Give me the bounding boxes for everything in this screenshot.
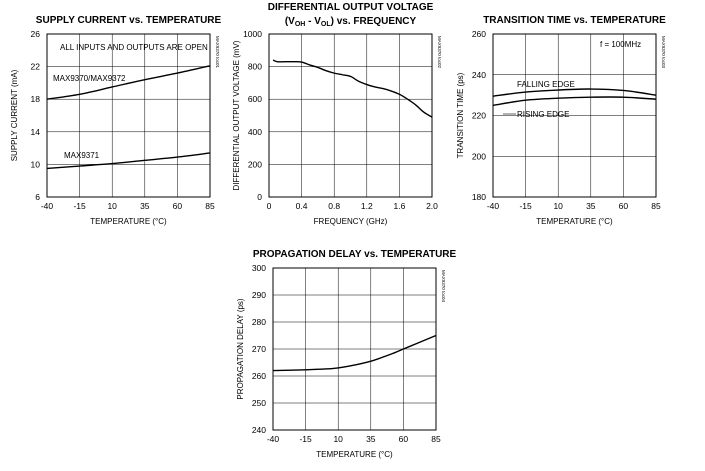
y-tick-label: 200 [472, 151, 486, 161]
x-tick-label: -40 [267, 434, 280, 444]
plot-frame [492, 33, 657, 198]
x-tick-label: -40 [487, 201, 500, 211]
chart-title: PROPAGATION DELAY vs. TEMPERATURE [253, 249, 457, 260]
chart-3: TRANSITION TIME vs. TEMPERATURE -40 -15 10 3… [456, 15, 666, 226]
x-tick-label: 10 [333, 434, 343, 444]
series-line [492, 88, 657, 97]
x-axis-label: FREQUENCY (GHz) [314, 217, 388, 226]
x-tick-label: 85 [651, 201, 661, 211]
chart-annotation: f = 100MHz [600, 40, 641, 49]
plot-frame [272, 267, 437, 431]
x-tick-label: 60 [619, 201, 629, 211]
y-axis-label: PROPAGATION DELAY (ps) [236, 298, 245, 400]
x-tick-label: 10 [553, 201, 563, 211]
y-tick-label: 300 [252, 263, 266, 273]
x-tick-label: -15 [73, 201, 86, 211]
series-label: FALLING EDGE [517, 80, 575, 89]
x-tick-label: 60 [173, 201, 183, 211]
x-tick-label: 10 [107, 201, 117, 211]
x-tick-label: 85 [431, 434, 441, 444]
chart-code: MAX9370 toc01 [215, 36, 220, 69]
plot-frame [46, 33, 211, 198]
y-tick-label: 18 [31, 94, 41, 104]
plot-frame [268, 33, 433, 198]
x-tick-label: 0 [267, 201, 272, 211]
y-tick-label: 10 [31, 159, 41, 169]
x-axis-label: TEMPERATURE (°C) [316, 450, 393, 459]
series-line [272, 334, 437, 372]
y-tick-label: 250 [252, 398, 266, 408]
x-tick-label: 35 [140, 201, 150, 211]
series-line [46, 152, 211, 170]
y-tick-label: 14 [31, 127, 41, 137]
chart-2: DIFFERENTIAL OUTPUT VOLTAGE (VOH - VOL) v… [232, 2, 442, 226]
y-tick-label: 180 [472, 192, 486, 202]
x-tick-label: 35 [586, 201, 596, 211]
x-tick-label: -40 [41, 201, 54, 211]
y-tick-label: 240 [252, 425, 266, 435]
x-axis-label: TEMPERATURE (°C) [536, 217, 613, 226]
y-tick-label: 26 [31, 29, 41, 39]
y-tick-label: 800 [248, 62, 262, 72]
y-tick-label: 260 [472, 29, 486, 39]
series-line [46, 65, 211, 100]
chart-title: TRANSITION TIME vs. TEMPERATURE [483, 15, 666, 26]
y-tick-label: 1000 [243, 29, 262, 39]
x-tick-label: -15 [299, 434, 312, 444]
chart-annotation: ALL INPUTS AND OUTPUTS ARE OPEN [60, 43, 208, 52]
y-tick-label: 260 [252, 371, 266, 381]
y-tick-label: 220 [472, 111, 486, 121]
x-tick-label: 60 [399, 434, 409, 444]
chart-code: MAX9370 toc04 [441, 270, 446, 303]
x-tick-label: 35 [366, 434, 376, 444]
x-axis-label: TEMPERATURE (°C) [90, 217, 167, 226]
y-tick-label: 6 [35, 192, 40, 202]
series-line [492, 96, 657, 107]
x-tick-label: 0.8 [328, 201, 340, 211]
y-tick-label: 240 [472, 70, 486, 80]
series-label: RISING EDGE [517, 110, 569, 119]
y-tick-label: 280 [252, 317, 266, 327]
x-tick-label: 1.6 [393, 201, 405, 211]
series-line [272, 59, 433, 118]
y-tick-label: 22 [31, 62, 41, 72]
x-tick-label: 2.0 [426, 201, 438, 211]
y-tick-label: 200 [248, 159, 262, 169]
y-axis-label: SUPPLY CURRENT (mA) [10, 69, 19, 161]
x-tick-label: 0.4 [296, 201, 308, 211]
chart-code: MAX9370 toc03 [661, 36, 666, 69]
x-tick-label: 1.2 [361, 201, 373, 211]
chart-title-line2: (VOH - VOL) vs. FREQUENCY [285, 16, 417, 28]
chart-code: MAX9370 toc02 [437, 36, 442, 69]
series-label: MAX9370/MAX9372 [53, 74, 126, 83]
x-tick-label: -15 [519, 201, 532, 211]
y-tick-label: 290 [252, 290, 266, 300]
series-label: MAX9371 [64, 151, 100, 160]
chart-1: SUPPLY CURRENT vs. TEMPERATURE -40 -15 10 35… [10, 15, 222, 226]
chart-title: SUPPLY CURRENT vs. TEMPERATURE [36, 15, 222, 26]
y-tick-label: 600 [248, 94, 262, 104]
chart-title-line1: DIFFERENTIAL OUTPUT VOLTAGE [268, 2, 434, 13]
y-tick-label: 400 [248, 127, 262, 137]
y-axis-label: DIFFERENTIAL OUTPUT VOLTAGE (mV) [232, 40, 241, 190]
y-tick-label: 270 [252, 344, 266, 354]
y-axis-label: TRANSITION TIME (ps) [456, 72, 465, 158]
y-tick-label: 0 [257, 192, 262, 202]
chart-4: PROPAGATION DELAY vs. TEMPERATURE -40 -15 1… [236, 249, 457, 459]
x-tick-label: 85 [205, 201, 215, 211]
